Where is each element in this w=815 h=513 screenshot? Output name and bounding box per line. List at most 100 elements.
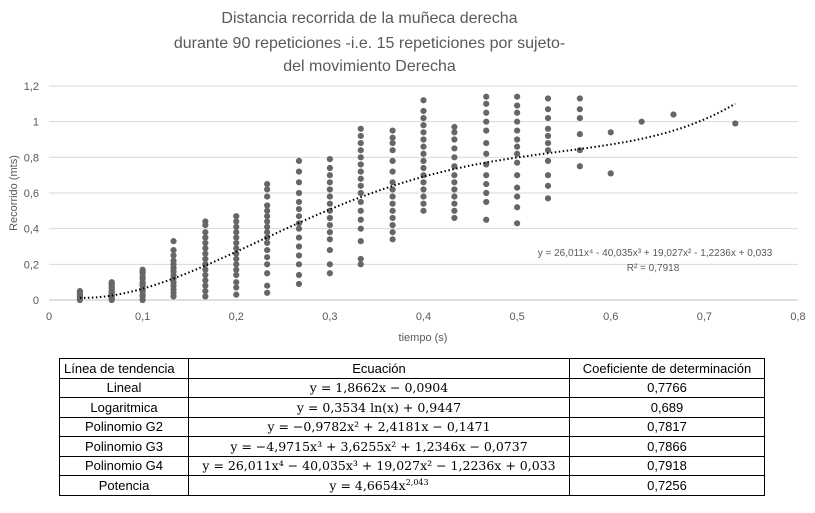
data-point [233,213,240,220]
data-point [326,156,333,163]
data-point [295,179,303,186]
data-point [514,143,521,150]
data-point [544,147,552,154]
scatter-chart: 0 0,1 0,2 0,3 0,4 0,5 0,6 0,7 0,8 0 0,2 0,4 0,6 0,8 1… [8,81,806,344]
chart-title-line-1: Distancia recorrida de la muñeca derecha [221,10,518,27]
data-point [326,164,333,172]
row-r2: 0,7256 [569,475,765,496]
data-point [202,282,209,289]
data-point [202,218,209,225]
data-point [233,229,240,236]
data-point [544,157,552,164]
data-point [451,200,458,207]
data-point [451,186,458,193]
x-tick-label: 0,3 [322,311,337,323]
data-point [264,193,271,200]
row-equation: y = −4,9715x³ + 3,6255x² + 1,2346x − 0,0… [188,436,570,457]
data-point [451,193,458,200]
data-point [389,186,396,193]
data-point [170,257,177,264]
x-tick-label: 0,4 [416,311,431,323]
data-point [264,186,271,193]
row-equation: y = 26,011x⁴ − 40,035x³ + 19,027x² − 1,2… [188,455,570,476]
data-point [451,136,458,143]
data-point [295,225,303,232]
row-name: Polinomio G3 [59,436,189,457]
data-point [357,182,364,189]
trendline-equation: y = 26,011x⁴ - 40,035x³ + 19,027x² - 1,2… [538,248,773,259]
data-point [233,284,240,291]
data-point [420,129,427,136]
power-equation: y = 4,6654x2,043 [329,477,429,493]
data-point [514,127,521,134]
data-point [483,100,490,107]
data-point [357,189,364,197]
data-point [420,107,427,115]
data-point [326,214,333,222]
data-point [576,131,583,138]
table-row: Lineal y = 1,8662x − 0,0904 0,7766 [59,377,765,398]
y-tick-label: 0 [33,295,39,307]
row-equation: y = 4,6654x2,043 [188,475,570,496]
x-tick-label: 0,8 [790,311,805,323]
data-point [326,246,333,254]
data-point [202,229,209,236]
x-tick-label: 0,6 [603,311,618,323]
data-point [233,271,240,279]
y-tick-labels: 0 0,2 0,4 0,6 0,8 1 1,2 [24,81,39,307]
data-point [576,95,583,102]
data-point [420,186,427,193]
trendline-r2: R² = 0,7918 [627,263,680,274]
data-point [389,236,396,243]
data-point [295,157,303,164]
data-point [514,172,521,179]
data-point [420,193,427,200]
data-point [264,261,271,268]
data-point [514,159,521,166]
data-point [202,287,209,295]
data-point [514,102,521,109]
data-point [202,277,209,284]
row-r2: 0,7766 [569,377,765,398]
data-point [264,202,271,209]
data-point [295,261,303,268]
row-r2: 0,689 [569,397,765,418]
data-point [295,168,303,175]
data-point [326,222,333,229]
data-point [233,223,240,230]
data-point [233,234,240,241]
data-point [264,213,271,220]
data-point [389,222,396,229]
data-point [233,218,240,225]
data-point [389,229,396,236]
data-point [544,172,552,179]
data-point [264,289,271,296]
data-point [295,243,303,250]
header-trendline: Línea de tendencia [59,358,189,379]
data-point [264,282,271,289]
data-point [451,163,458,170]
data-point [420,115,427,122]
row-equation: y = 0,3534 ln(x) + 0,9447 [188,397,570,418]
data-point [483,127,490,134]
data-point [514,150,521,157]
data-point [326,200,333,207]
data-point [451,145,458,152]
data-point [544,132,552,140]
data-point [451,207,458,214]
x-tick-labels: 0 0,1 0,2 0,3 0,4 0,5 0,6 0,7 0,8 [46,311,806,323]
row-equation: y = 1,8662x − 0,0904 [188,377,570,398]
data-point [202,245,209,252]
data-point [451,129,458,136]
data-point [202,239,209,247]
row-name: Logaritmica [59,397,189,418]
chart-title-line-3: del movimiento Derecha [283,58,456,75]
data-point [483,150,490,157]
data-point [233,239,240,247]
data-point [295,234,303,241]
data-point [576,106,583,113]
data-point [420,157,427,164]
data-point [544,182,552,189]
data-point [420,150,427,157]
data-point [326,193,333,200]
